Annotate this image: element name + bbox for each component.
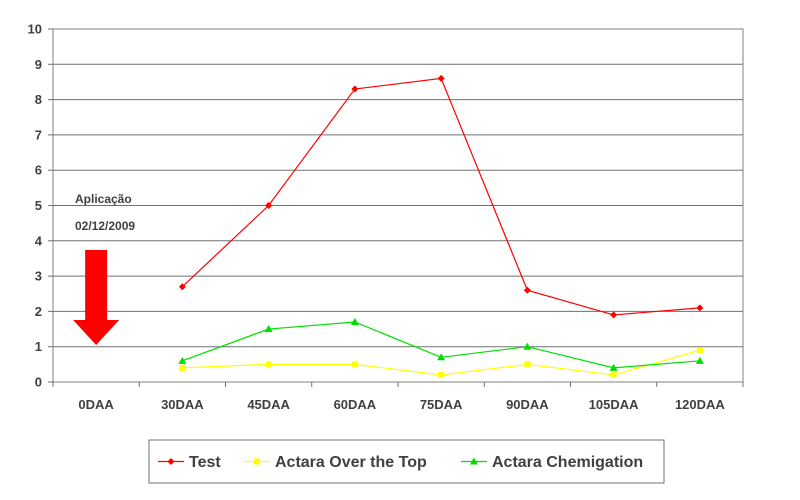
series-group — [178, 74, 704, 378]
y-tick-label: 6 — [35, 163, 42, 178]
x-tick-label: 90DAA — [506, 397, 549, 412]
data-point — [179, 364, 186, 371]
data-point — [351, 85, 359, 93]
y-tick-label: 3 — [35, 269, 42, 284]
legend-label: Actara Over the Top — [275, 454, 427, 471]
legend-item: Test — [158, 454, 221, 471]
data-point — [609, 363, 618, 371]
annotation-date: 02/12/2009 — [75, 219, 135, 233]
down-arrow-icon — [73, 250, 120, 345]
y-tick-label: 9 — [35, 57, 42, 72]
data-point — [437, 353, 446, 361]
x-tick-label: 45DAA — [247, 397, 290, 412]
data-point — [178, 283, 186, 291]
data-point — [523, 286, 531, 294]
data-point — [610, 311, 618, 319]
series-3 — [178, 317, 704, 371]
data-point — [438, 371, 445, 378]
y-tick-label: 0 — [35, 375, 42, 390]
legend-swatch-marker — [254, 458, 260, 465]
y-tick-label: 1 — [35, 339, 42, 354]
annotation: Aplicação 02/12/2009 — [73, 192, 135, 345]
y-tick-label: 7 — [35, 127, 42, 142]
data-point — [695, 356, 704, 364]
legend-item: Actara Chemigation — [461, 454, 643, 471]
data-point — [437, 74, 445, 82]
legend-swatch-marker — [470, 457, 478, 465]
data-point — [265, 202, 273, 209]
y-tick-label: 4 — [35, 233, 43, 248]
data-point — [265, 361, 272, 368]
data-point — [264, 325, 273, 333]
y-tick-label: 5 — [35, 198, 42, 213]
data-point — [524, 361, 531, 368]
data-point — [696, 304, 704, 312]
x-tick-label: 30DAA — [161, 397, 204, 412]
y-tick-label: 8 — [35, 92, 42, 107]
legend-swatch-marker — [167, 458, 175, 465]
legend-item: Actara Over the Top — [244, 454, 427, 471]
data-point — [350, 317, 359, 325]
y-tick-label: 10 — [28, 22, 42, 37]
annotation-label: Aplicação — [75, 192, 132, 206]
gridlines — [52, 28, 744, 383]
data-point — [696, 347, 703, 354]
x-tick-label: 0DAA — [78, 397, 114, 412]
data-point — [610, 371, 617, 378]
data-point — [178, 356, 187, 364]
axes: 0 1 2 3 4 5 6 7 8 9 10 0DAA 30DAA 45DAA 60DAA 75DAA 90DA… — [28, 22, 744, 412]
series-2 — [179, 347, 703, 378]
series-1 — [178, 74, 704, 319]
x-tick-label: 105DAA — [589, 397, 639, 412]
legend-box — [148, 439, 665, 484]
legend-label: Actara Chemigation — [492, 454, 643, 471]
x-tick-label: 60DAA — [334, 397, 377, 412]
y-tick-label: 2 — [35, 304, 42, 319]
legend-label: Test — [189, 454, 221, 471]
data-point — [351, 361, 358, 368]
x-tick-label: 120DAA — [675, 397, 725, 412]
legend: Test Actara Over the Top Actara Chemigatio… — [148, 439, 665, 484]
x-tick-label: 75DAA — [420, 397, 463, 412]
data-point — [523, 342, 532, 350]
